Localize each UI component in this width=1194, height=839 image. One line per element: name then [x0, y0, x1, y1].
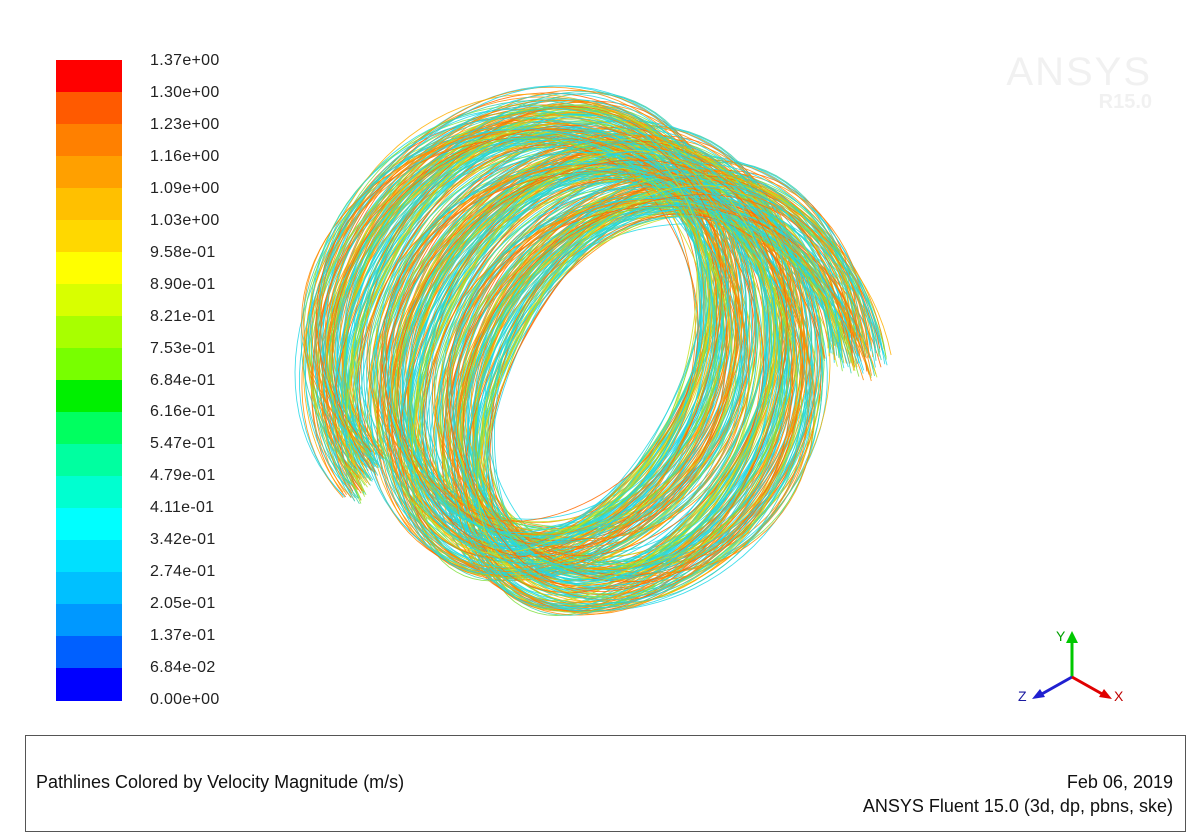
- caption-title: Pathlines Colored by Velocity Magnitude …: [36, 772, 405, 792]
- y-axis-label: Y: [1056, 628, 1066, 644]
- z-axis-arrow: [1032, 689, 1045, 699]
- colormap-swatch: [56, 252, 122, 285]
- pathline: [332, 124, 853, 593]
- colormap-swatch: [56, 636, 122, 669]
- colormap-swatch: [56, 508, 122, 541]
- pathline: [334, 117, 842, 581]
- pathline: [310, 117, 886, 601]
- colormap-swatch: [56, 60, 122, 93]
- pathline: [321, 99, 868, 604]
- x-axis-arrow: [1099, 689, 1112, 699]
- z-axis-line: [1039, 675, 1073, 697]
- colormap-swatch: [56, 476, 122, 509]
- colormap-tick-label: 6.84e-01: [150, 371, 216, 389]
- colormap-tick-label: 5.47e-01: [150, 435, 216, 453]
- colormap-tick-label: 4.79e-01: [150, 467, 216, 485]
- colormap-tick-label: 3.42e-01: [150, 531, 216, 549]
- pathline: [332, 98, 858, 609]
- colormap-tick-label: 1.23e+00: [150, 115, 220, 133]
- pathline: [305, 93, 872, 605]
- pathline: [336, 131, 842, 579]
- colormap-swatch: [56, 220, 122, 253]
- caption-date: Feb 06, 2019: [1066, 772, 1173, 792]
- pathline: [324, 128, 865, 572]
- colormap-tick-label: 0.00e+00: [150, 691, 220, 708]
- colormap-tick-label: 6.84e-02: [150, 659, 216, 677]
- pathline: [301, 129, 872, 574]
- colormap-swatch: [56, 540, 122, 573]
- pathline: [345, 119, 836, 581]
- pathline: [314, 106, 884, 609]
- colormap-swatch: [56, 444, 122, 477]
- colormap-tick-label: 4.11e-01: [150, 499, 215, 517]
- pathline: [330, 106, 868, 613]
- colormap-tick-label: 1.37e+00: [150, 52, 220, 69]
- pathlines-coil[interactable]: [0, 0, 1194, 730]
- colormap-swatch: [56, 188, 122, 221]
- z-axis-label: Z: [1018, 688, 1027, 704]
- colormap-tick-label: 8.21e-01: [150, 307, 216, 325]
- colormap-swatch: [56, 92, 122, 125]
- colormap-swatch: [56, 348, 122, 381]
- colormap-tick-label: 1.09e+00: [150, 179, 220, 197]
- watermark-release: R15.0: [1098, 91, 1152, 113]
- x-axis-label: X: [1114, 688, 1124, 704]
- colormap-swatch: [56, 316, 122, 349]
- y-axis-arrow: [1066, 631, 1078, 643]
- pathline: [360, 147, 838, 572]
- axes-triad: Y Z X: [1018, 628, 1124, 704]
- colormap-tick-label: 2.74e-01: [150, 563, 216, 581]
- colormap-swatch: [56, 156, 122, 189]
- colormap-tick-label: 6.16e-01: [150, 403, 216, 421]
- colormap-tick-label: 2.05e-01: [150, 595, 216, 613]
- colormap-tick-label: 1.16e+00: [150, 147, 220, 165]
- colormap-swatch: [56, 412, 122, 445]
- graphics-viewport[interactable]: ANSYS R15.0 Y Z X: [0, 0, 1194, 730]
- colormap-swatch: [56, 604, 122, 637]
- pathline: [317, 129, 876, 590]
- pathline: [301, 86, 883, 612]
- colormap-tick-label: 1.30e+00: [150, 83, 220, 101]
- pathline: [346, 115, 839, 589]
- pathline: [319, 128, 855, 576]
- caption-version: ANSYS Fluent 15.0 (3d, dp, pbns, ske): [862, 796, 1173, 816]
- colormap-swatch: [56, 668, 122, 701]
- ansys-watermark: ANSYS R15.0: [1006, 52, 1152, 112]
- pathline: [331, 129, 845, 569]
- colormap-tick-label: 8.90e-01: [150, 275, 216, 293]
- pathline: [341, 114, 833, 585]
- pathline: [300, 108, 877, 604]
- colormap-swatch: [56, 572, 122, 605]
- colormap-tick-label: 9.58e-01: [150, 243, 216, 261]
- pathline: [344, 137, 852, 572]
- colormap-swatch: [56, 380, 122, 413]
- colormap-tick-label: 1.03e+00: [150, 211, 220, 229]
- pathline: [358, 144, 826, 557]
- pathline: [344, 123, 831, 575]
- pathline: [334, 106, 846, 594]
- pathline: [315, 136, 868, 583]
- colormap-swatch: [56, 124, 122, 157]
- colormap-tick-label: 7.53e-01: [150, 339, 216, 357]
- colormap-swatch: [56, 284, 122, 317]
- x-axis-line: [1071, 675, 1105, 697]
- pathline: [337, 104, 861, 616]
- caption-box: Pathlines Colored by Velocity Magnitude …: [25, 735, 1186, 832]
- colormap-tick-label: 1.37e-01: [150, 627, 216, 645]
- watermark-brand: ANSYS: [1006, 50, 1152, 94]
